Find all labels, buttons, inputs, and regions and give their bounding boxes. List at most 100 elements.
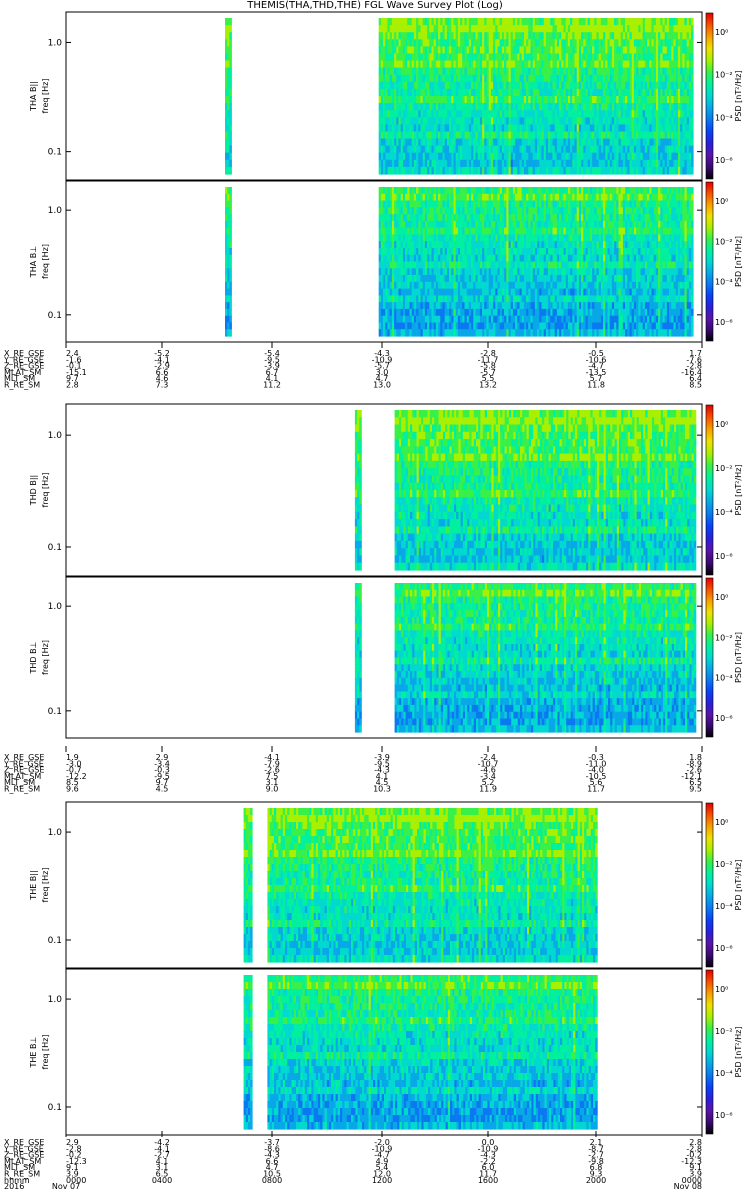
spectrogram-cell — [410, 103, 413, 111]
spectrogram-cell — [491, 275, 494, 282]
spectrogram-cell — [592, 146, 595, 154]
spectrogram-cell — [410, 61, 413, 69]
spectrogram-cell — [513, 39, 516, 47]
spectrogram-cell — [460, 146, 463, 154]
spectrogram-cell — [432, 124, 435, 132]
spectrogram-cell — [495, 103, 498, 111]
spectrogram-cell — [520, 110, 523, 118]
spectrogram-cell — [454, 248, 457, 255]
spectrogram-cell — [500, 221, 503, 228]
spectrogram-cell — [482, 18, 485, 26]
spectrogram-cell — [458, 262, 461, 269]
spectrogram-cell — [383, 103, 386, 111]
spectrogram-cell — [493, 89, 496, 97]
spectrogram-cell — [493, 234, 496, 241]
spectrogram-cell — [605, 110, 608, 118]
spectrogram-cell — [454, 302, 457, 309]
spectrogram-cell — [478, 167, 481, 175]
spectrogram-cell — [515, 255, 518, 262]
spectrogram-cell — [682, 39, 685, 47]
spectrogram-cell — [533, 234, 536, 241]
spectrogram-cell — [456, 201, 459, 208]
spectrogram-cell — [482, 139, 485, 147]
spectrogram-cell — [548, 124, 551, 132]
spectrogram-cell — [432, 54, 435, 62]
spectrogram-cell — [454, 75, 457, 83]
spectrogram-cell — [610, 89, 613, 97]
spectrogram-cell — [643, 18, 646, 26]
spectrogram-cell — [423, 25, 426, 33]
spectrogram-cell — [465, 103, 468, 111]
spectrogram-cell — [597, 39, 600, 47]
spectrogram-cell — [509, 194, 512, 201]
spectrogram-cell — [513, 248, 516, 255]
spectrogram-cell — [656, 32, 659, 40]
spectrogram-cell — [227, 316, 230, 323]
spectrogram-cell — [476, 329, 479, 336]
spectrogram-cell — [526, 289, 529, 296]
spectrogram-cell — [484, 289, 487, 296]
spectrogram-cell — [658, 96, 661, 104]
spectrogram-cell — [515, 194, 518, 201]
spectrogram-cell — [487, 160, 490, 168]
spectrogram-cell — [487, 103, 490, 111]
spectrogram-cell — [379, 214, 382, 221]
spectrogram-cell — [588, 68, 591, 76]
spectrogram-cell — [482, 82, 485, 90]
spectrogram-cell — [531, 54, 534, 62]
spectrogram-cell — [599, 89, 602, 97]
spectrogram-cell — [544, 153, 547, 161]
spectrogram-cell — [621, 110, 624, 118]
spectrogram-cell — [594, 25, 597, 33]
spectrogram-cell — [467, 207, 470, 214]
spectrogram-cell — [478, 234, 481, 241]
spectrogram-cell — [379, 139, 382, 147]
spectrogram-cell — [649, 75, 652, 83]
spectrogram-cell — [682, 75, 685, 83]
spectrogram-cell — [557, 153, 560, 161]
spectrogram-cell — [524, 167, 527, 175]
spectrogram-cell — [418, 275, 421, 282]
spectrogram-cell — [390, 153, 393, 161]
spectrogram-cell — [515, 132, 518, 140]
spectrogram-cell — [520, 302, 523, 309]
spectrogram-cell — [412, 103, 415, 111]
spectrogram-cell — [392, 89, 395, 97]
spectrogram-cell — [548, 32, 551, 40]
spectrogram-cell — [654, 139, 657, 147]
spectrogram-cell — [548, 75, 551, 83]
spectrogram-cell — [495, 201, 498, 208]
spectrogram-cell — [436, 32, 439, 40]
spectrogram-cell — [557, 46, 560, 54]
spectrogram-cell — [432, 39, 435, 47]
spectrogram-cell — [388, 96, 391, 104]
spectrogram-cell — [500, 160, 503, 168]
spectrogram-cell — [473, 255, 476, 262]
spectrogram-cell — [467, 82, 470, 90]
spectrogram-cell — [612, 117, 615, 125]
spectrogram-cell — [667, 96, 670, 104]
spectrogram-cell — [513, 207, 516, 214]
spectrogram-cell — [564, 68, 567, 76]
spectrogram-cell — [647, 54, 650, 62]
spectrogram-cell — [665, 89, 668, 97]
spectrogram-cell — [506, 268, 509, 275]
spectrogram-cell — [517, 255, 520, 262]
spectrogram-cell — [480, 103, 483, 111]
spectrogram-cell — [610, 25, 613, 33]
spectrogram-cell — [647, 110, 650, 118]
spectrogram-cell — [509, 221, 512, 228]
spectrogram-cell — [480, 221, 483, 228]
spectrogram-cell — [634, 146, 637, 154]
spectrogram-cell — [660, 68, 663, 76]
spectrogram-cell — [445, 329, 448, 336]
spectrogram-cell — [495, 110, 498, 118]
spectrogram-cell — [680, 167, 683, 175]
spectrogram-cell — [533, 329, 536, 336]
spectrogram-cell — [407, 255, 410, 262]
spectrogram-cell — [638, 61, 641, 69]
spectrogram-cell — [513, 124, 516, 132]
spectrogram-cell — [528, 25, 531, 33]
spectrogram-cell — [383, 241, 386, 248]
spectrogram-cell — [427, 46, 430, 54]
